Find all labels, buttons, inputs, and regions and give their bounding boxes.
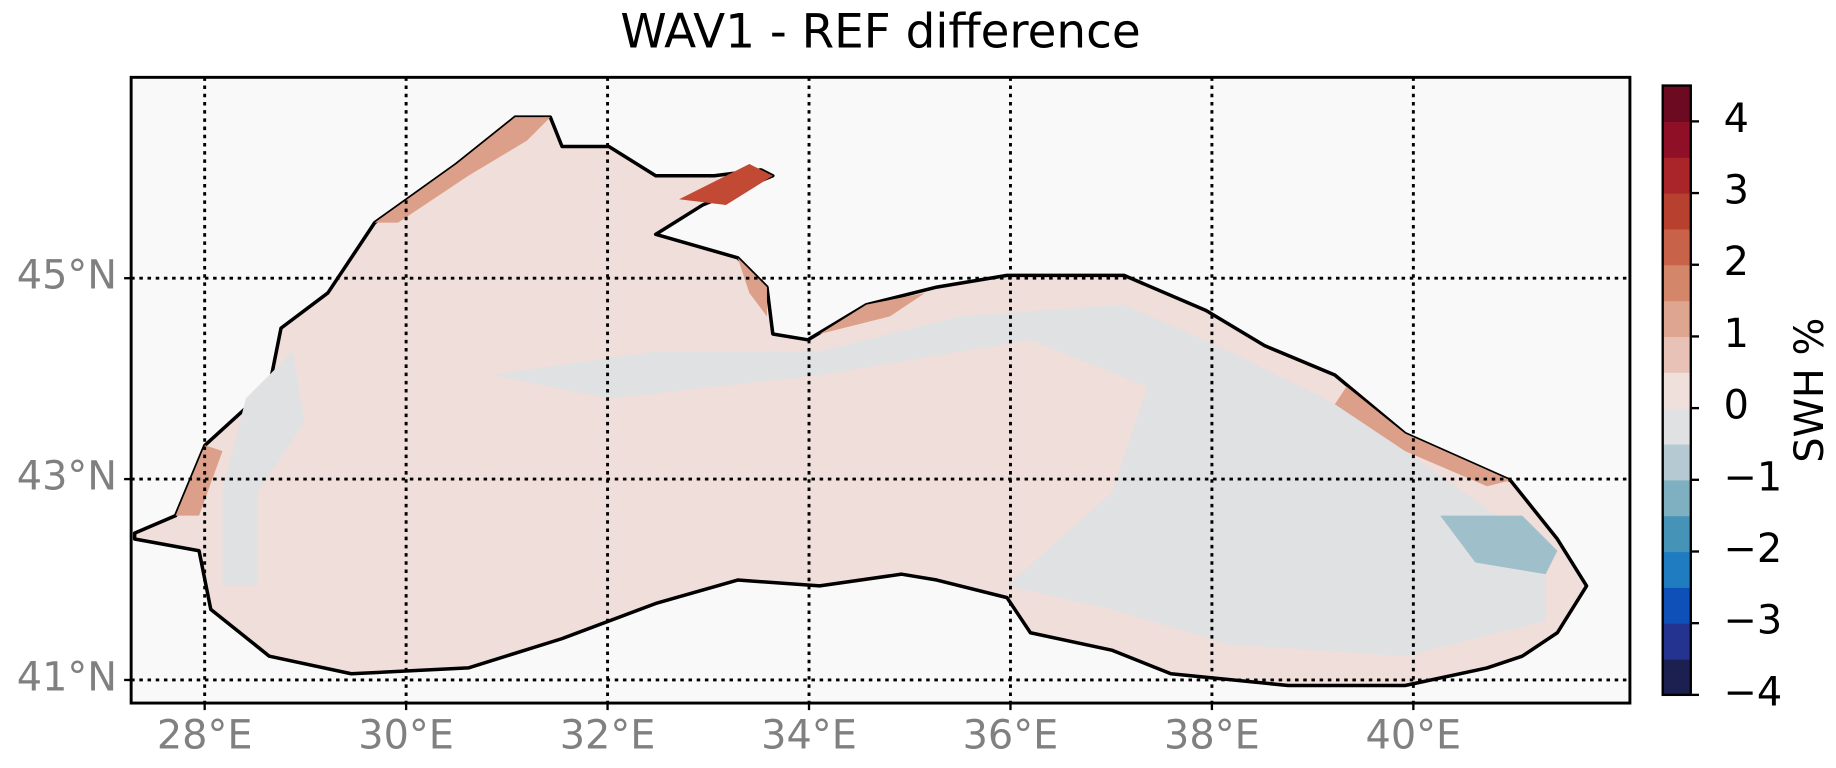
y-tick-label: 41°N xyxy=(17,654,117,700)
map-title: WAV1 - REF difference xyxy=(620,6,1140,60)
colorbar-band xyxy=(1662,157,1691,194)
sea xyxy=(132,115,1589,688)
colorbar-tick-label: 4 xyxy=(1724,96,1749,142)
colorbar-frame xyxy=(1661,84,1692,697)
negative-area xyxy=(222,304,1546,657)
colorbar-tick-label: 0 xyxy=(1724,383,1749,429)
colorbar-band xyxy=(1662,587,1691,624)
colorbar-tick-label: 2 xyxy=(1724,239,1749,285)
colorbar-band xyxy=(1662,372,1691,409)
colorbar-band xyxy=(1662,443,1691,481)
colorbar: −4 −3 −2 −1 0 1 2 3 4 xyxy=(1661,84,1783,715)
colorbar-band xyxy=(1662,85,1691,122)
colorbar-band xyxy=(1662,479,1691,517)
colorbar-tick-label: −2 xyxy=(1724,526,1783,572)
colorbar-band xyxy=(1662,193,1691,230)
colorbar-band xyxy=(1662,515,1691,553)
colorbar-tick-label: −4 xyxy=(1724,669,1783,715)
x-tick-label: 28°E xyxy=(157,713,253,759)
colorbar-tick-label: 3 xyxy=(1724,168,1749,214)
colorbar-band xyxy=(1662,228,1691,266)
x-tick-label: 32°E xyxy=(560,713,656,759)
x-tick-label: 38°E xyxy=(1164,713,1260,759)
x-tick-label: 40°E xyxy=(1366,713,1462,759)
colorbar-band xyxy=(1662,264,1691,302)
colorbar-band xyxy=(1662,121,1691,158)
y-tick-label: 43°N xyxy=(17,454,117,500)
colorbar-band xyxy=(1662,408,1691,445)
x-tick-label: 34°E xyxy=(761,713,857,759)
y-tick-label: 45°N xyxy=(17,253,117,299)
grid: 28°E 30°E 32°E 34°E 36°E 38°E 40°E 41°N 43°N 45°N xyxy=(17,77,1630,759)
colorbar-band xyxy=(1662,551,1691,588)
colorbar-band xyxy=(1662,659,1691,696)
blue-spot xyxy=(1440,515,1558,575)
colorbar-band xyxy=(1662,623,1691,660)
colorbar-tick-label: 1 xyxy=(1724,311,1749,357)
x-tick-label: 30°E xyxy=(358,713,454,759)
colorbar-tick-label: −1 xyxy=(1724,454,1783,500)
x-tick-label: 36°E xyxy=(963,713,1059,759)
red-coast xyxy=(679,164,773,206)
colorbar-band xyxy=(1662,336,1691,373)
colorbar-tick-label: −3 xyxy=(1724,598,1783,644)
colorbar-label: SWH % xyxy=(1787,318,1833,463)
colorbar-band xyxy=(1662,300,1691,338)
map-frame xyxy=(129,75,1632,705)
